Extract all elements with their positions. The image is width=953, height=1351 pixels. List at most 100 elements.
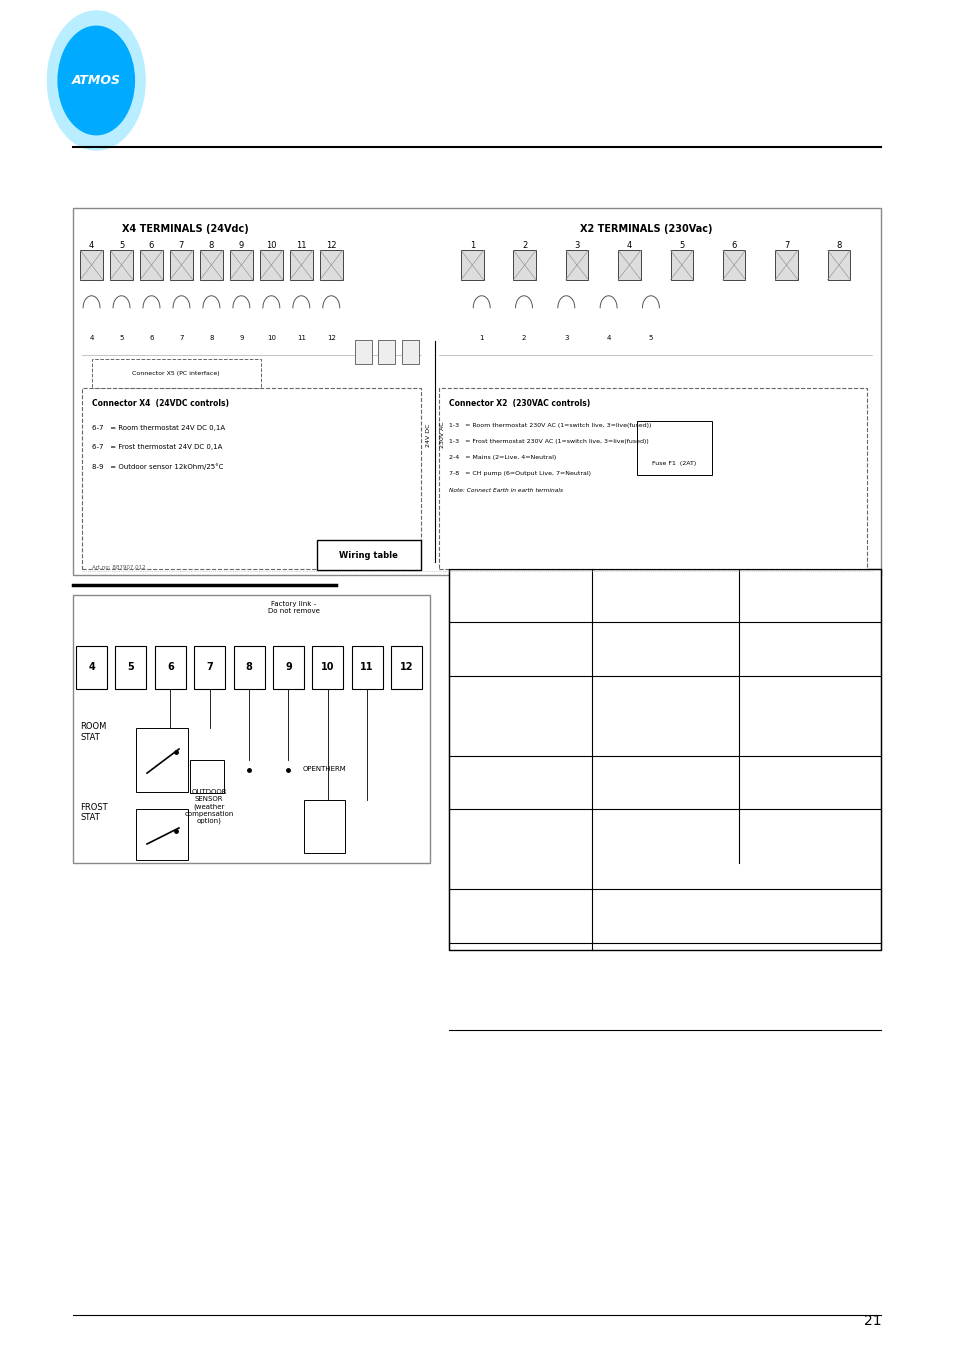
Text: Factory link -
Do not remove: Factory link - Do not remove [268,601,319,613]
FancyBboxPatch shape [290,250,313,280]
FancyBboxPatch shape [154,646,186,689]
FancyBboxPatch shape [170,250,193,280]
Text: 11: 11 [295,240,306,250]
Text: 8: 8 [209,335,213,340]
FancyBboxPatch shape [448,569,881,950]
Text: 1: 1 [479,335,483,340]
FancyBboxPatch shape [312,646,343,689]
Text: 1: 1 [469,240,475,250]
Text: 8: 8 [245,662,253,673]
FancyBboxPatch shape [722,250,744,280]
Text: 5: 5 [128,662,134,673]
FancyBboxPatch shape [230,250,253,280]
Text: 6: 6 [731,240,736,250]
Text: 11: 11 [360,662,374,673]
Text: 1-3   = Frost thermostat 230V AC (1=switch live, 3=live(fused)): 1-3 = Frost thermostat 230V AC (1=switch… [448,439,648,444]
Text: 10: 10 [320,662,335,673]
Text: OPENTHERM: OPENTHERM [302,766,346,773]
FancyBboxPatch shape [190,759,224,793]
FancyBboxPatch shape [82,388,420,569]
Text: 12: 12 [399,662,413,673]
Text: 12: 12 [326,240,336,250]
FancyBboxPatch shape [260,250,282,280]
Text: 3: 3 [574,240,579,250]
Text: 6-7   = Room thermostat 24V DC 0,1A: 6-7 = Room thermostat 24V DC 0,1A [91,426,225,431]
Text: 12: 12 [327,335,335,340]
FancyBboxPatch shape [140,250,163,280]
FancyBboxPatch shape [233,646,264,689]
Text: 230V AC: 230V AC [439,422,444,449]
Text: Connector X2  (230VAC controls): Connector X2 (230VAC controls) [448,399,589,408]
Circle shape [58,26,134,135]
FancyBboxPatch shape [72,208,881,576]
FancyBboxPatch shape [565,250,588,280]
Text: 9: 9 [238,240,244,250]
Text: 21: 21 [862,1315,881,1328]
FancyBboxPatch shape [378,340,395,363]
FancyBboxPatch shape [135,728,188,792]
FancyBboxPatch shape [401,340,418,363]
FancyBboxPatch shape [670,250,693,280]
Text: 8-9   = Outdoor sensor 12kOhm/25°C: 8-9 = Outdoor sensor 12kOhm/25°C [91,463,223,470]
FancyBboxPatch shape [391,646,421,689]
Text: Connector X5 (PC interface): Connector X5 (PC interface) [132,370,220,376]
FancyBboxPatch shape [460,250,483,280]
Text: Note: Connect Earth in earth terminals: Note: Connect Earth in earth terminals [448,488,562,493]
Text: 11: 11 [296,335,306,340]
FancyBboxPatch shape [513,250,536,280]
FancyBboxPatch shape [319,250,342,280]
FancyBboxPatch shape [273,646,304,689]
Text: 6-7   = Frost thermostat 24V DC 0,1A: 6-7 = Frost thermostat 24V DC 0,1A [91,444,222,450]
Text: ATMOS: ATMOS [71,74,121,86]
Text: ROOM
STAT: ROOM STAT [80,723,107,742]
Text: X2 TERMINALS (230Vac): X2 TERMINALS (230Vac) [579,223,712,234]
Text: 4: 4 [89,240,94,250]
Text: 6: 6 [149,335,153,340]
Text: Art.no: 887907.012: Art.no: 887907.012 [91,565,145,570]
Text: 4: 4 [90,335,93,340]
FancyBboxPatch shape [304,800,345,854]
Text: 7: 7 [206,662,213,673]
Text: 8: 8 [209,240,213,250]
Text: OUTDOOR
SENSOR
(weather
compensation
option): OUTDOOR SENSOR (weather compensation opt… [184,789,233,824]
Text: 2: 2 [521,240,527,250]
Text: 7: 7 [179,335,184,340]
Text: 9: 9 [285,662,292,673]
Text: 2-4   = Mains (2=Live, 4=Neutral): 2-4 = Mains (2=Live, 4=Neutral) [448,455,556,459]
Text: 6: 6 [167,662,173,673]
Text: 3: 3 [563,335,568,340]
FancyBboxPatch shape [618,250,640,280]
Text: 8: 8 [836,240,841,250]
FancyBboxPatch shape [355,340,372,363]
Text: 5: 5 [119,240,124,250]
Text: 4: 4 [606,335,610,340]
Text: Connector X4  (24VDC controls): Connector X4 (24VDC controls) [91,399,229,408]
Text: Wiring table: Wiring table [339,551,398,559]
FancyBboxPatch shape [194,646,225,689]
FancyBboxPatch shape [135,809,188,861]
Text: 5: 5 [648,335,653,340]
FancyBboxPatch shape [637,422,711,476]
FancyBboxPatch shape [80,250,103,280]
FancyBboxPatch shape [827,250,849,280]
Text: 10: 10 [266,240,276,250]
FancyBboxPatch shape [72,596,430,863]
Text: 7: 7 [178,240,184,250]
Text: FROST
STAT: FROST STAT [80,802,108,821]
Text: 5: 5 [119,335,124,340]
FancyBboxPatch shape [775,250,797,280]
Text: 5: 5 [679,240,683,250]
Text: 2: 2 [521,335,526,340]
Text: 7-8   = CH pump (6=Output Live, 7=Neutral): 7-8 = CH pump (6=Output Live, 7=Neutral) [448,471,590,476]
FancyBboxPatch shape [91,358,260,388]
Text: 7: 7 [783,240,788,250]
FancyBboxPatch shape [76,646,107,689]
FancyBboxPatch shape [115,646,146,689]
FancyBboxPatch shape [316,540,420,570]
Circle shape [48,11,145,150]
Text: 4: 4 [88,662,95,673]
FancyBboxPatch shape [352,646,382,689]
FancyBboxPatch shape [111,250,132,280]
Text: 6: 6 [149,240,154,250]
Text: 10: 10 [267,335,275,340]
